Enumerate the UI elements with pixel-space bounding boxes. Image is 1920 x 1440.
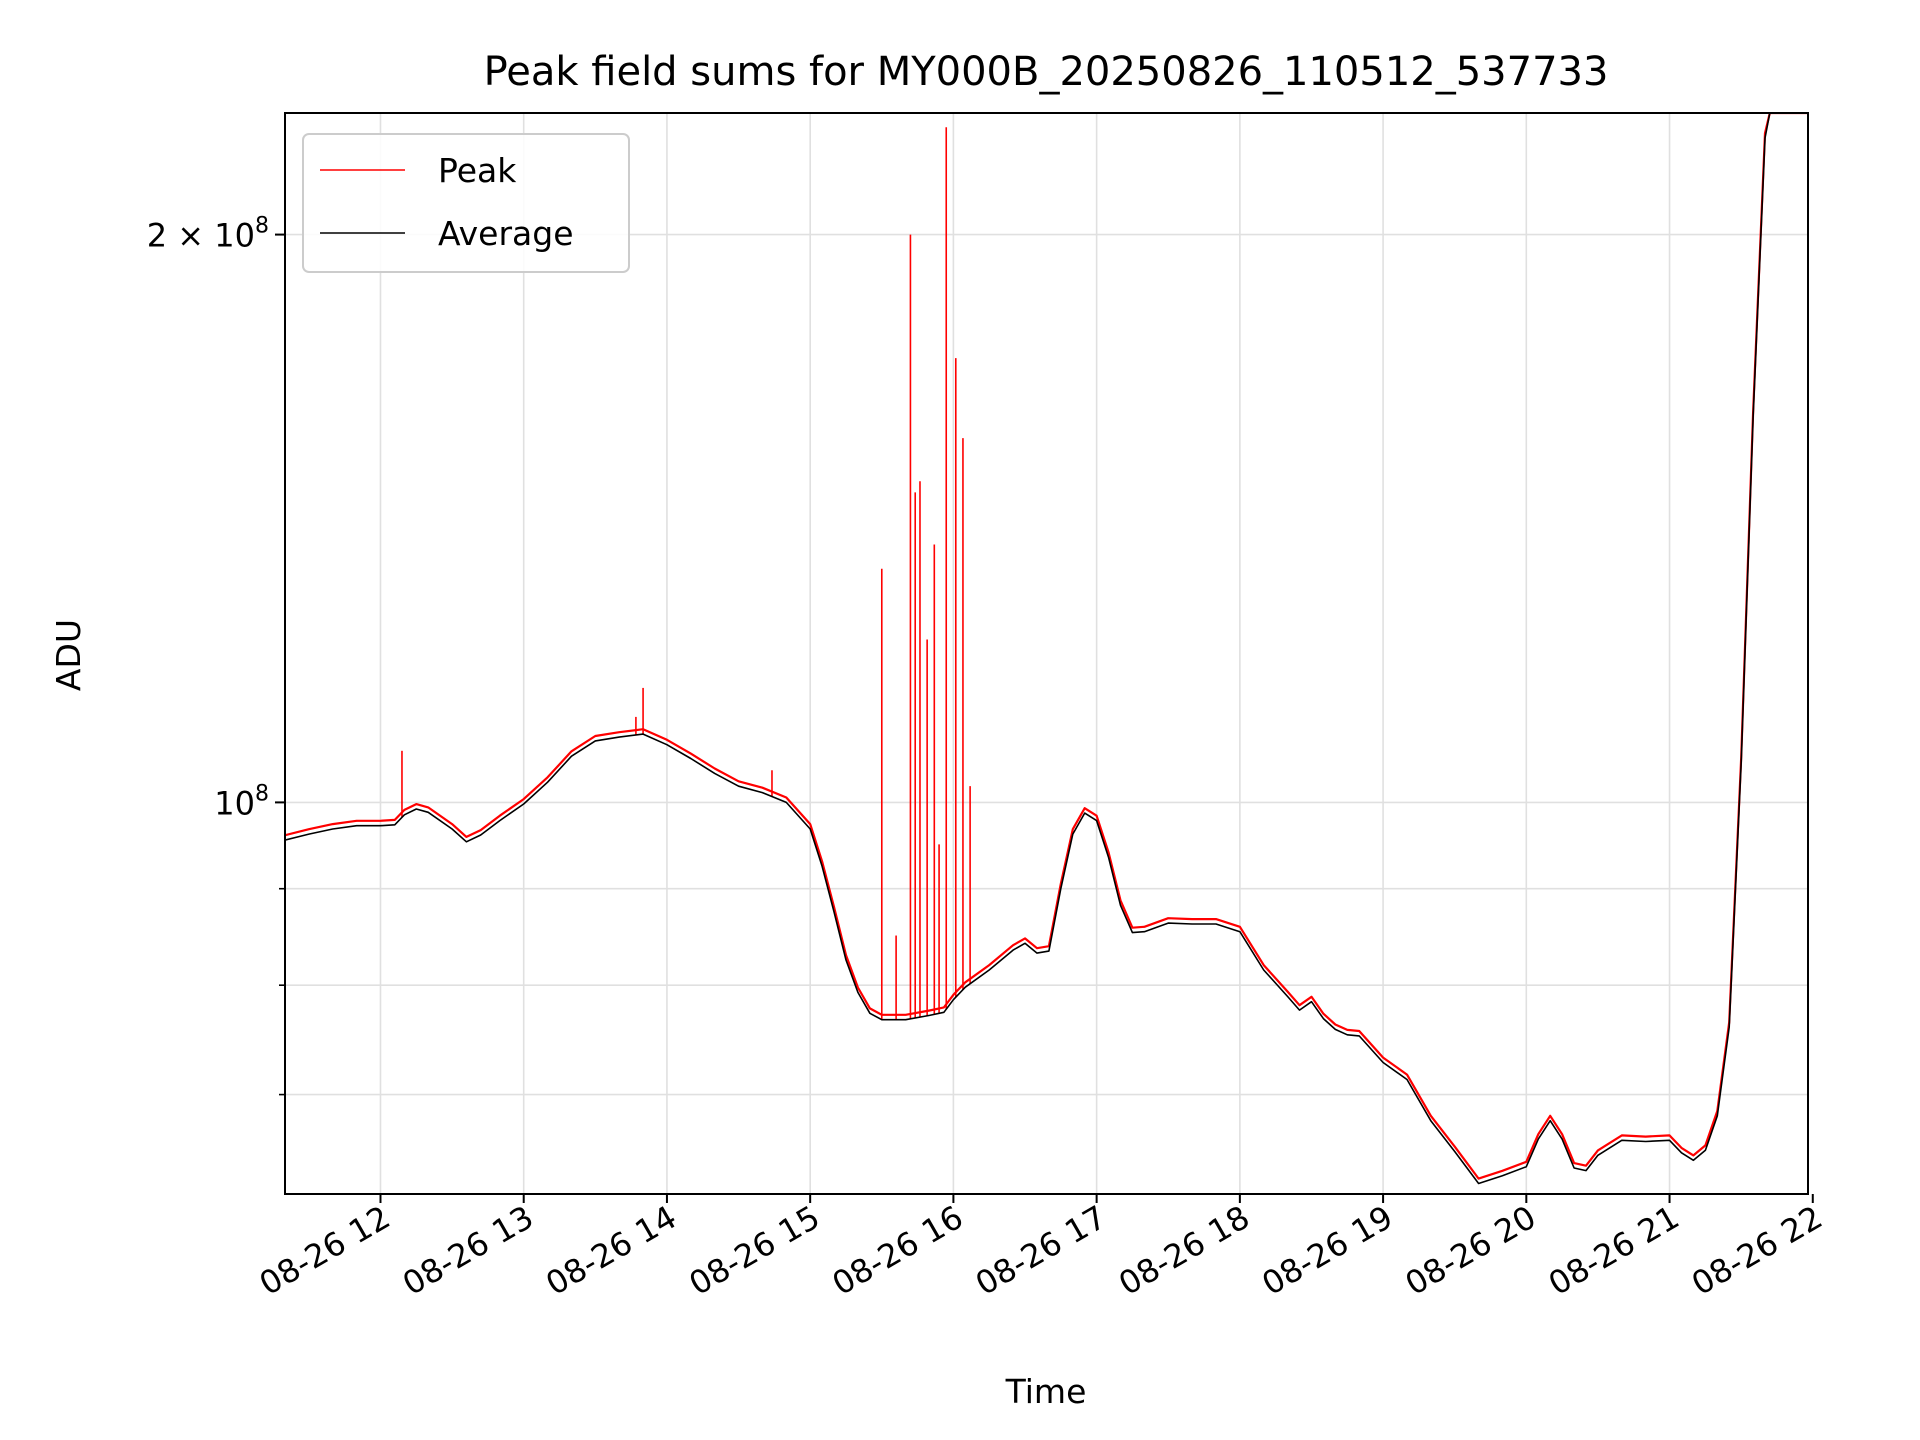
y-tick-label: 2 × 108 (147, 214, 269, 255)
y-axis-ticks: 108 2 × 108 (147, 214, 285, 1096)
grid (285, 113, 1808, 1194)
legend-label-peak: Peak (438, 151, 517, 190)
legend-box (302, 133, 630, 273)
legend: Peak Average (302, 133, 630, 273)
peak-series-line (285, 113, 1808, 1180)
y-tick-label: 108 (214, 781, 269, 822)
y-axis-label: ADU (49, 619, 88, 691)
x-axis-label: Time (1005, 1372, 1087, 1411)
legend-label-average: Average (438, 214, 574, 253)
average-series-line (285, 113, 1808, 1185)
plot-frame (284, 112, 1809, 1195)
chart-title: Peak field sums for MY000B_20250826_1105… (484, 49, 1609, 95)
series-group (285, 113, 1808, 1185)
plot-series (285, 113, 1808, 1185)
